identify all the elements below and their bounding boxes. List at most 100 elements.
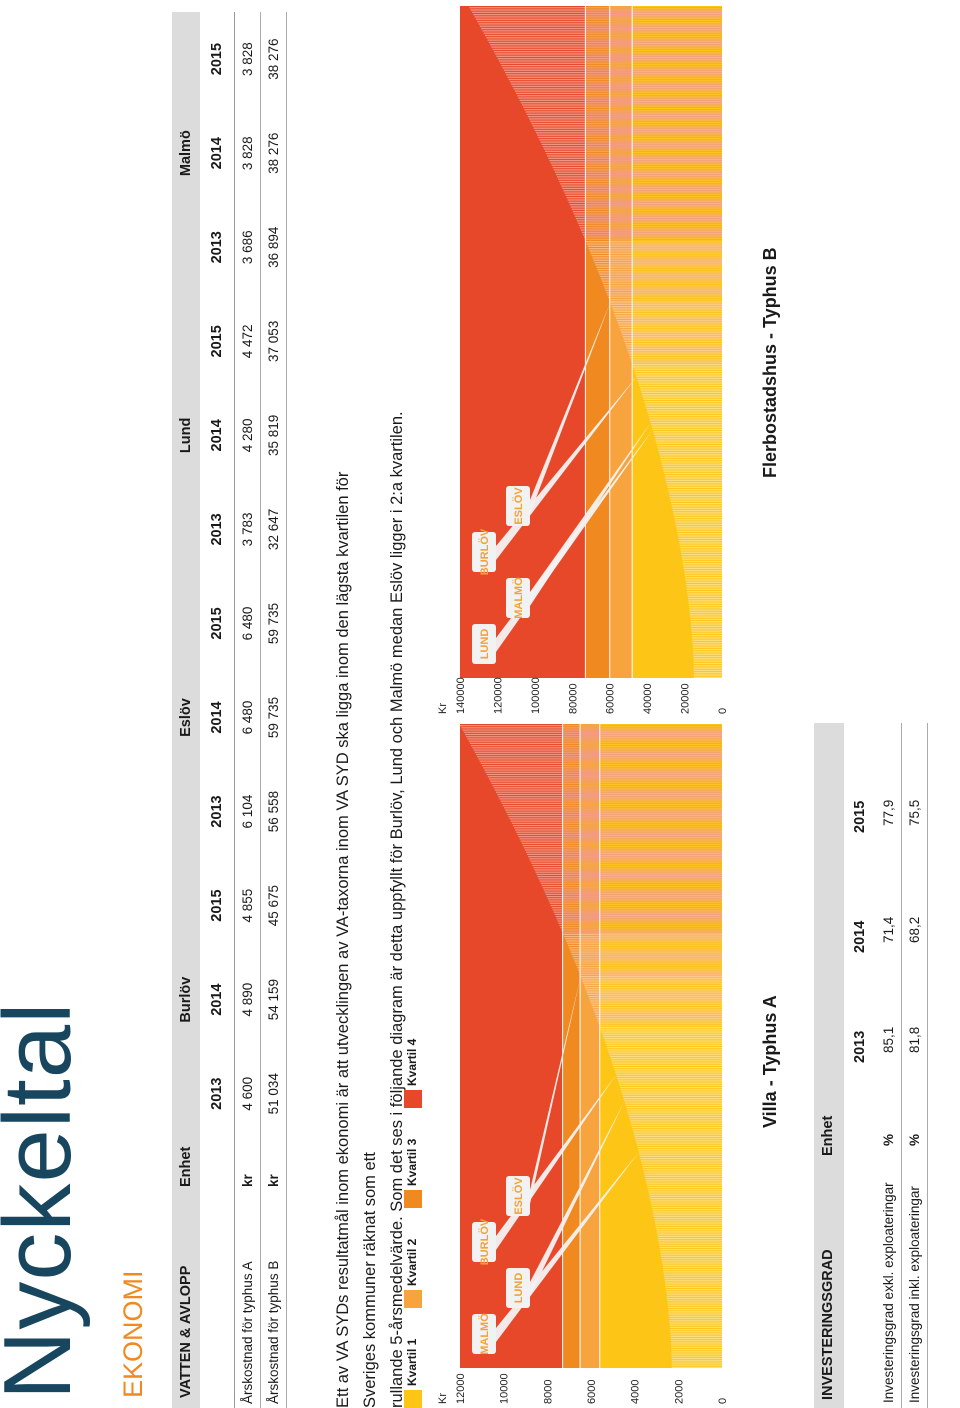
chart-bar [550,162,722,164]
chart-bar [577,969,722,971]
chart-bar [550,904,722,907]
chart-bar [468,740,723,742]
chart-title: Flerbostadshus - Typhus B [760,247,780,478]
chart-bar [693,669,723,672]
chart-bar [498,60,723,62]
chart-bar [575,962,722,964]
cost-table-heading: VATTEN & AVLOPP [172,1193,200,1408]
chart-bar [475,753,722,756]
chart-bar [617,322,722,324]
table-cell: 3 828 [234,106,261,201]
chart-bar [656,445,723,447]
chart-bar [693,665,722,667]
chart-bar [660,456,722,458]
chart-bar [676,528,722,530]
chart-bar [651,1204,722,1206]
table-cell: 4 855 [234,858,261,953]
chart-bar [625,343,723,345]
chart-bar [506,74,722,76]
chart-bar [661,461,722,463]
chart-bar [627,349,722,352]
chart-bar [531,122,723,125]
chart-bar [626,347,722,349]
chart-bar [532,125,723,127]
chart-bar [654,1217,722,1220]
row-label: Investeringsgrad inkl. exploateringar [907,1186,922,1403]
chart-bar [617,1078,722,1080]
chart-bar [535,871,723,873]
chart-bar [602,282,722,285]
chart-bar [634,370,722,373]
chart-bar [514,827,722,829]
chart-bar [693,658,723,660]
callout-label: BURLÖV [478,528,491,575]
chart-bar [604,1040,723,1042]
chart-bar [674,519,722,521]
chart-bar [687,595,722,597]
chart-bar [513,88,722,90]
chart-bar [668,491,722,493]
chart-bar [647,1186,722,1189]
legend-swatch [404,1190,422,1208]
row-label: Årskostnad för typhus B [260,1193,287,1408]
chart-bar [644,1173,722,1175]
chart-bar [653,431,722,433]
legend-item: Kvartil 1 [404,1339,422,1408]
chart-bar [507,813,722,816]
chart-bar [660,1253,723,1255]
chart-bar [606,1044,722,1046]
year-header: 2015 [200,294,235,389]
chart-bar [647,1189,722,1191]
chart-bar [510,820,722,822]
chart-bar [665,477,723,479]
table-cell: 51 034 [260,1046,287,1141]
chart-bar [649,1195,722,1198]
chart-bar [646,1184,722,1186]
table-cell: 75,5 [907,799,922,826]
chart-bar [562,931,722,933]
chart-bar [533,867,722,869]
chart-bar [665,1282,722,1284]
chart-bar [641,391,722,393]
chart-bar [600,1029,723,1031]
chart-bar [500,62,722,64]
chart-bar [589,250,722,252]
chart-bar [544,891,722,893]
chart-bar [663,470,723,472]
intro-paragraph: Ett av VA SYDs resultatmål inom ekonomi … [330,408,411,1408]
chart-bar [625,1104,722,1106]
chart-bar [602,1033,723,1035]
chart-bar [677,533,722,535]
chart-bar [638,1149,722,1151]
chart-bar [531,862,722,864]
table-cell: 4 280 [234,388,261,483]
chart-bar [690,623,722,625]
chart-bar [661,1260,723,1262]
chart-bar [552,166,723,169]
y-tick-label: 80000 [567,683,579,714]
chart-bar [505,809,722,811]
chart-bar [616,1075,722,1078]
chart-bar [644,1175,722,1178]
chart-bar [599,1027,722,1029]
chart-bar [675,523,722,526]
year-header: 2013 [852,1030,868,1063]
chart-bar [535,132,722,134]
chart-bar [674,516,722,519]
chart-bar [594,1011,723,1013]
cost-table-unit-heading: Enhet [172,1140,200,1193]
chart-bar [571,208,722,210]
chart-bar [671,1364,722,1366]
chart-bar [627,1111,722,1113]
chart-bar [611,1060,722,1062]
table-cell: 4 890 [234,952,261,1047]
chart-bar [686,586,723,588]
year-header: 2015 [200,576,235,671]
chart-bar [630,1122,722,1124]
table-cell: 59 735 [260,670,287,765]
y-tick-label: 0 [717,1398,729,1404]
year-header: 2014 [200,388,235,483]
chart-bar [665,1284,723,1286]
chart-bar [685,579,723,581]
chart-bar [659,454,723,456]
